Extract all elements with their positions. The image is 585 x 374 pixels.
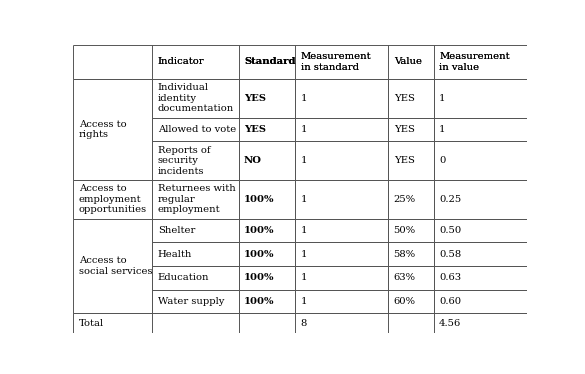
Text: YES: YES [244, 94, 266, 103]
Text: 100%: 100% [244, 226, 274, 235]
Text: 1: 1 [301, 273, 307, 282]
Text: 0.50: 0.50 [439, 226, 461, 235]
Text: Health: Health [158, 250, 192, 259]
Text: Reports of
security
incidents: Reports of security incidents [158, 146, 211, 175]
Text: 100%: 100% [244, 195, 274, 204]
Text: Shelter: Shelter [158, 226, 195, 235]
Text: 0.58: 0.58 [439, 250, 461, 259]
Text: 0.63: 0.63 [439, 273, 461, 282]
Text: 50%: 50% [394, 226, 416, 235]
Text: 1: 1 [301, 94, 307, 103]
Text: Value: Value [394, 57, 422, 66]
Text: YES: YES [394, 94, 415, 103]
Text: 1: 1 [439, 94, 446, 103]
Text: Access to
employment
opportunities: Access to employment opportunities [78, 184, 147, 214]
Text: Indicator: Indicator [158, 57, 205, 66]
Text: Standard: Standard [244, 57, 295, 66]
Text: 1: 1 [301, 297, 307, 306]
Text: Allowed to vote: Allowed to vote [158, 125, 236, 134]
Text: 25%: 25% [394, 195, 416, 204]
Text: NO: NO [244, 156, 262, 165]
Text: YES: YES [394, 125, 415, 134]
Text: Indicator: Indicator [158, 57, 205, 66]
Text: Total: Total [78, 319, 104, 328]
Text: 1: 1 [439, 125, 446, 134]
Text: 0: 0 [439, 156, 445, 165]
Text: 1: 1 [301, 250, 307, 259]
Text: 4.56: 4.56 [439, 319, 461, 328]
Text: Access to
social services: Access to social services [78, 256, 152, 276]
Text: Value: Value [394, 57, 422, 66]
Text: Individual
identity
documentation: Individual identity documentation [158, 83, 234, 113]
Text: 100%: 100% [244, 250, 274, 259]
Text: 0.25: 0.25 [439, 195, 461, 204]
Text: 58%: 58% [394, 250, 416, 259]
Text: Measurement
in value: Measurement in value [439, 52, 510, 71]
Text: 60%: 60% [394, 297, 416, 306]
Text: Access to
rights: Access to rights [78, 120, 126, 139]
Text: 8: 8 [301, 319, 307, 328]
Text: Education: Education [158, 273, 209, 282]
Text: Measurement
in value: Measurement in value [439, 52, 510, 71]
Text: Standard: Standard [244, 57, 295, 66]
Text: 100%: 100% [244, 297, 274, 306]
Text: 1: 1 [301, 195, 307, 204]
Text: Returnees with
regular
employment: Returnees with regular employment [158, 184, 236, 214]
Text: Measurement
in standard: Measurement in standard [301, 52, 371, 71]
Text: 100%: 100% [244, 273, 274, 282]
Text: 1: 1 [301, 226, 307, 235]
Text: 1: 1 [301, 125, 307, 134]
Text: Measurement
in standard: Measurement in standard [301, 52, 371, 71]
Text: YES: YES [244, 125, 266, 134]
Text: YES: YES [394, 156, 415, 165]
Text: 63%: 63% [394, 273, 416, 282]
Text: Water supply: Water supply [158, 297, 224, 306]
Text: 0.60: 0.60 [439, 297, 461, 306]
Text: 1: 1 [301, 156, 307, 165]
